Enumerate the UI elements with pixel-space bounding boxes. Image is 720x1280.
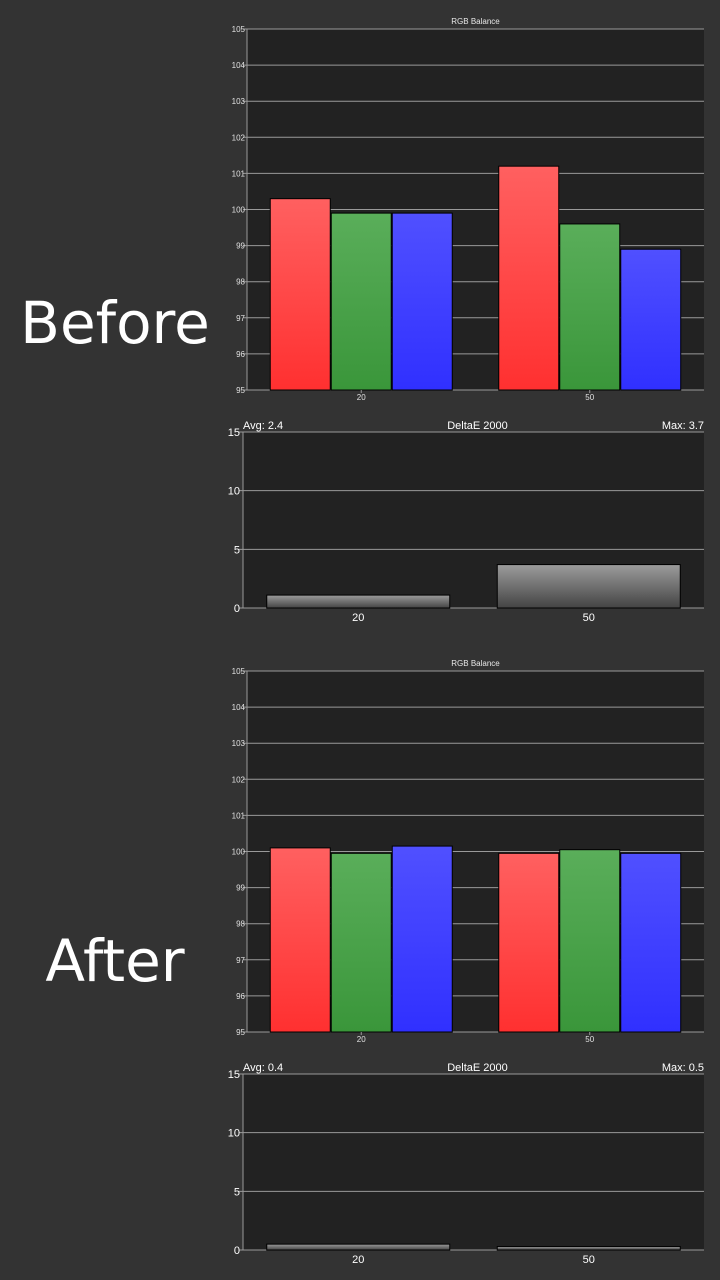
rgb-balance-chart-before: 95 96 97 98 99 100 101 102 103 104 105 RGB Balance 2…	[232, 17, 704, 402]
y-tick-label: 96	[236, 350, 245, 359]
bar-deltae-50	[496, 1245, 681, 1251]
chart-title: DeltaE 2000	[447, 420, 508, 432]
chart-title: DeltaE 2000	[447, 1062, 508, 1074]
y-tick-label: 98	[236, 278, 245, 287]
bar-blue-50	[620, 852, 682, 1033]
after-label: After	[45, 927, 185, 995]
y-tick-label: 10	[228, 486, 240, 498]
y-tick-label: 15	[228, 427, 240, 439]
bar-green-50	[559, 849, 621, 1033]
y-tick-label: 96	[236, 992, 245, 1001]
y-tick-label: 100	[232, 206, 246, 215]
y-tick-label: 97	[236, 314, 245, 323]
bar-red-20	[269, 198, 331, 391]
bar-blue-50	[620, 248, 682, 391]
y-tick-label: 103	[232, 739, 246, 748]
bar-red-50	[498, 852, 560, 1033]
x-tick-label: 50	[583, 1254, 595, 1264]
max-label: Max: 0.5	[662, 1062, 704, 1074]
bar-deltae-20	[266, 1243, 451, 1251]
y-tick-label: 95	[236, 386, 245, 395]
bar-red-50	[498, 165, 560, 391]
y-tick-label: 104	[232, 703, 246, 712]
bar-green-20	[330, 212, 392, 391]
bar-blue-20	[391, 212, 453, 391]
before-label: Before	[20, 289, 210, 357]
y-tick-label: 101	[232, 169, 246, 178]
bar-deltae-20	[266, 594, 451, 609]
bar-blue-20	[391, 845, 453, 1033]
y-tick-label: 103	[232, 97, 246, 106]
x-tick-label: 50	[585, 393, 594, 402]
y-tick-label: 98	[236, 920, 245, 929]
y-tick-label: 10	[228, 1128, 240, 1140]
x-tick-label: 50	[583, 612, 595, 622]
y-tick-label: 105	[232, 25, 246, 34]
chart-title: RGB Balance	[451, 17, 500, 26]
x-tick-label: 20	[357, 393, 366, 402]
rgb-balance-chart-after: 95 96 97 98 99 100 101 102 103 104 105 RGB Balance 2…	[232, 659, 704, 1044]
bar-red-20	[269, 847, 331, 1033]
y-tick-label: 0	[234, 603, 240, 615]
y-tick-label: 95	[236, 1028, 245, 1037]
plot-area	[243, 1074, 704, 1250]
y-tick-label: 0	[234, 1245, 240, 1257]
y-tick-label: 99	[236, 884, 245, 893]
y-tick-label: 5	[234, 1186, 240, 1198]
deltae-chart-after: 0 5 10 15 DeltaE 2000 Avg: 0.4 Max: 0.5 20 50	[228, 1062, 704, 1264]
chart-title: RGB Balance	[451, 659, 500, 668]
y-tick-label: 105	[232, 667, 246, 676]
y-tick-label: 99	[236, 242, 245, 251]
avg-label: Avg: 0.4	[243, 1062, 283, 1074]
x-tick-label: 50	[585, 1035, 594, 1044]
y-tick-label: 5	[234, 544, 240, 556]
y-tick-label: 15	[228, 1069, 240, 1081]
y-tick-label: 102	[232, 775, 246, 784]
bar-deltae-50	[496, 564, 681, 609]
bar-green-50	[559, 223, 621, 391]
deltae-chart-before: 0 5 10 15 DeltaE 2000 Avg: 2.4 Max: 3.7 20 50	[228, 420, 704, 622]
y-tick-label: 104	[232, 61, 246, 70]
max-label: Max: 3.7	[662, 420, 704, 432]
x-tick-label: 20	[357, 1035, 366, 1044]
y-tick-label: 100	[232, 848, 246, 857]
y-tick-label: 97	[236, 956, 245, 965]
x-tick-label: 20	[352, 612, 364, 622]
x-tick-label: 20	[352, 1254, 364, 1264]
bar-green-20	[330, 852, 392, 1033]
y-tick-label: 102	[232, 133, 246, 142]
avg-label: Avg: 2.4	[243, 420, 283, 432]
y-tick-label: 101	[232, 811, 246, 820]
